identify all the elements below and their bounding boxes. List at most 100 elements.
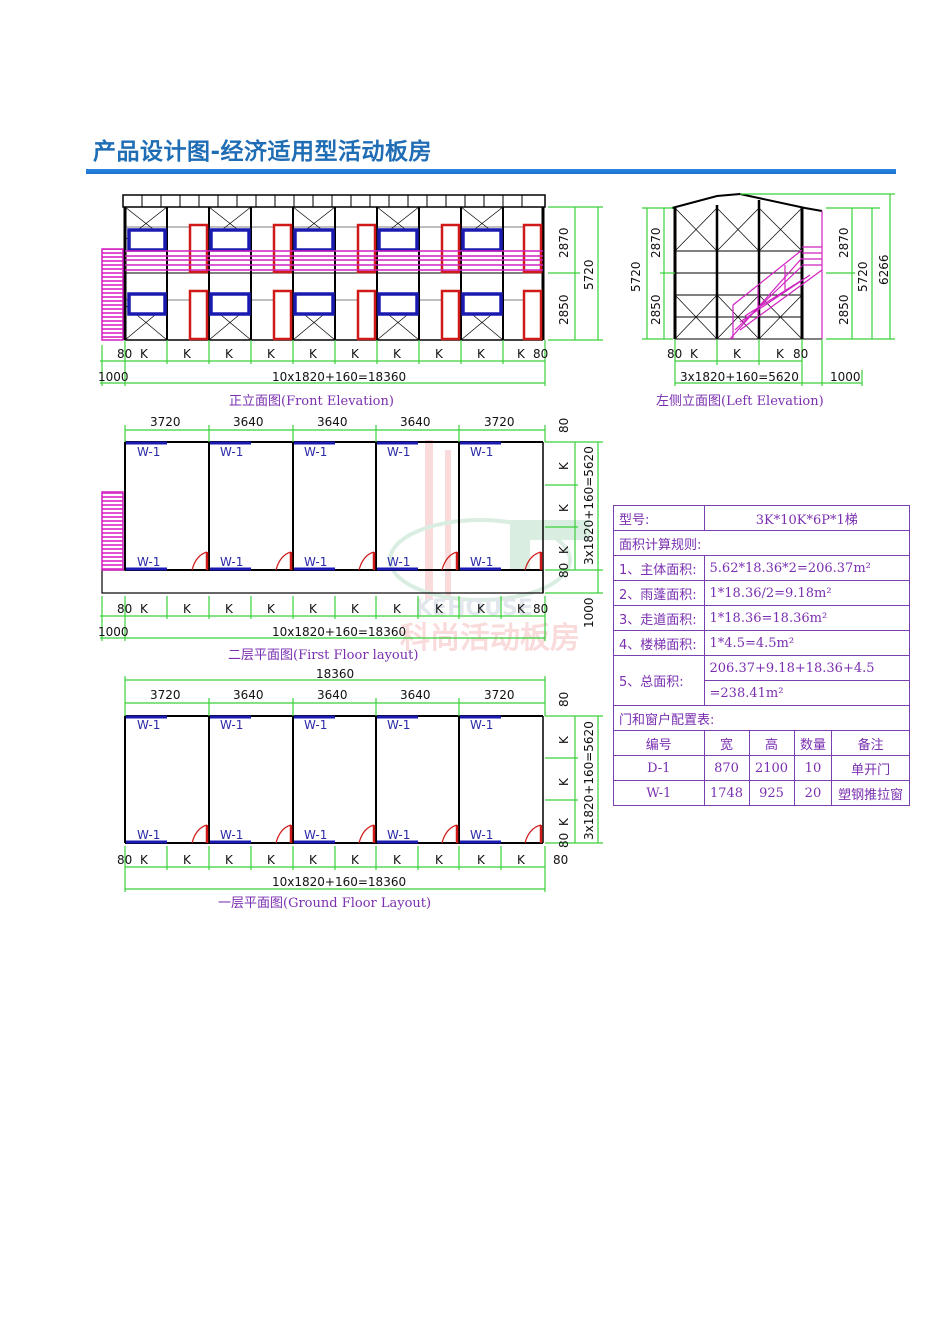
svg-text:K: K bbox=[183, 347, 192, 361]
svg-text:W-1: W-1 bbox=[387, 718, 410, 732]
svg-text:3640: 3640 bbox=[317, 688, 348, 702]
svg-text:K: K bbox=[557, 817, 571, 826]
svg-text:K: K bbox=[517, 602, 526, 616]
table-header-row: 编号 宽 高 数量 备注 bbox=[613, 730, 910, 756]
svg-text:W-1: W-1 bbox=[387, 828, 410, 842]
svg-text:W-1: W-1 bbox=[220, 555, 243, 569]
svg-text:K: K bbox=[435, 602, 444, 616]
svg-text:W-1: W-1 bbox=[220, 828, 243, 842]
svg-text:K: K bbox=[351, 602, 360, 616]
svg-text:3640: 3640 bbox=[400, 688, 431, 702]
left-elevation bbox=[671, 192, 823, 340]
svg-text:5720: 5720 bbox=[582, 259, 596, 290]
svg-text:W-1: W-1 bbox=[304, 718, 327, 732]
svg-text:3640: 3640 bbox=[400, 415, 431, 429]
svg-text:K: K bbox=[557, 461, 571, 470]
svg-text:80: 80 bbox=[117, 602, 132, 616]
svg-text:K: K bbox=[557, 503, 571, 512]
svg-text:18360: 18360 bbox=[316, 667, 354, 681]
svg-text:3720: 3720 bbox=[150, 415, 181, 429]
ground-floor-caption: 一层平面图(Ground Floor Layout) bbox=[218, 896, 431, 911]
svg-text:2850: 2850 bbox=[649, 294, 663, 325]
ground-floor-dimensions bbox=[124, 676, 603, 892]
svg-text:3640: 3640 bbox=[317, 415, 348, 429]
area-row: 2、雨蓬面积: 1*18.36/2=9.18m² bbox=[613, 580, 911, 606]
svg-text:10x1820+160=18360: 10x1820+160=18360 bbox=[272, 370, 406, 384]
ground-floor-plan bbox=[124, 715, 544, 844]
svg-text:K: K bbox=[776, 347, 785, 361]
area-row: 4、楼梯面积: 1*4.5=4.5m² bbox=[613, 630, 911, 656]
svg-text:K: K bbox=[435, 347, 444, 361]
ground-floor-labels: 18360 3720 3640 3640 3640 3720 W-1 W-1 W… bbox=[117, 667, 596, 911]
svg-text:K: K bbox=[309, 347, 318, 361]
svg-text:3x1820+160=5620: 3x1820+160=5620 bbox=[582, 721, 596, 840]
front-elevation bbox=[101, 194, 546, 341]
first-floor-dimensions bbox=[100, 425, 603, 641]
svg-text:K: K bbox=[309, 602, 318, 616]
model-label: 型号: bbox=[613, 505, 705, 531]
svg-text:W-1: W-1 bbox=[137, 828, 160, 842]
svg-text:K: K bbox=[183, 853, 192, 867]
left-elevation-dimensions bbox=[642, 193, 895, 386]
svg-text:K: K bbox=[393, 853, 402, 867]
svg-text:K: K bbox=[267, 602, 276, 616]
spec-table: 型号: 3K*10K*6P*1梯 面积计算规则: 1、主体面积: 5.62*18… bbox=[613, 505, 911, 806]
svg-text:K: K bbox=[477, 853, 486, 867]
svg-text:K: K bbox=[435, 853, 444, 867]
svg-text:3720: 3720 bbox=[484, 688, 515, 702]
svg-text:K: K bbox=[557, 777, 571, 786]
svg-text:K: K bbox=[517, 347, 526, 361]
svg-text:3640: 3640 bbox=[233, 415, 264, 429]
svg-text:2870: 2870 bbox=[557, 227, 571, 258]
svg-text:6266: 6266 bbox=[877, 254, 891, 285]
svg-text:2870: 2870 bbox=[837, 227, 851, 258]
svg-text:K: K bbox=[309, 853, 318, 867]
svg-text:W-1: W-1 bbox=[220, 445, 243, 459]
svg-text:W-1: W-1 bbox=[387, 445, 410, 459]
svg-text:80: 80 bbox=[557, 563, 571, 578]
svg-text:3720: 3720 bbox=[150, 688, 181, 702]
svg-text:W-1: W-1 bbox=[304, 828, 327, 842]
svg-text:K: K bbox=[690, 347, 699, 361]
svg-text:K: K bbox=[393, 347, 402, 361]
svg-text:K: K bbox=[140, 853, 149, 867]
svg-text:5720: 5720 bbox=[856, 261, 870, 292]
svg-text:K: K bbox=[140, 347, 149, 361]
table-row: W-1 1748 925 20 塑钢推拉窗 bbox=[613, 780, 910, 806]
svg-text:K: K bbox=[393, 602, 402, 616]
svg-text:K: K bbox=[351, 853, 360, 867]
svg-text:80: 80 bbox=[117, 853, 132, 867]
area-row: 3、走道面积: 1*18.36=18.36m² bbox=[613, 605, 911, 631]
svg-text:K: K bbox=[477, 347, 486, 361]
model-value: 3K*10K*6P*1梯 bbox=[703, 505, 911, 531]
svg-text:K: K bbox=[225, 602, 234, 616]
svg-text:2850: 2850 bbox=[557, 294, 571, 325]
total-area-row: 5、总面积: 206.37+9.18+18.36+4.5 bbox=[613, 655, 911, 706]
svg-text:80: 80 bbox=[117, 347, 132, 361]
left-elevation-labels: 5720 2870 2850 2870 2850 5720 6266 80 K … bbox=[629, 227, 891, 409]
svg-text:1000: 1000 bbox=[98, 370, 129, 384]
svg-text:3x1820+160=5620: 3x1820+160=5620 bbox=[680, 370, 799, 384]
table-row: D-1 870 2100 10 单开门 bbox=[613, 755, 910, 781]
svg-text:K: K bbox=[477, 602, 486, 616]
svg-text:10x1820+160=18360: 10x1820+160=18360 bbox=[272, 875, 406, 889]
svg-text:80: 80 bbox=[793, 347, 808, 361]
front-elevation-dimensions bbox=[100, 206, 603, 386]
svg-text:1000: 1000 bbox=[582, 597, 596, 628]
svg-text:K: K bbox=[267, 347, 276, 361]
svg-text:80: 80 bbox=[553, 853, 568, 867]
svg-text:2870: 2870 bbox=[649, 227, 663, 258]
svg-text:W-1: W-1 bbox=[387, 555, 410, 569]
front-elevation-labels: 80 K K K K K K K K K K 80 1000 10x1820+1… bbox=[98, 227, 596, 409]
svg-text:80: 80 bbox=[667, 347, 682, 361]
svg-text:1000: 1000 bbox=[98, 625, 129, 639]
svg-text:W-1: W-1 bbox=[470, 718, 493, 732]
svg-text:K: K bbox=[557, 735, 571, 744]
first-floor-labels: 3720 3640 3640 3640 3720 W-1 W-1 W-1 W-1… bbox=[98, 415, 596, 663]
svg-text:80: 80 bbox=[557, 833, 571, 848]
svg-text:80: 80 bbox=[533, 347, 548, 361]
svg-text:W-1: W-1 bbox=[470, 828, 493, 842]
left-elevation-caption: 左侧立面图(Left Elevation) bbox=[656, 394, 824, 409]
area-row: 1、主体面积: 5.62*18.36*2=206.37m² bbox=[613, 555, 911, 581]
title-underline bbox=[86, 169, 896, 174]
